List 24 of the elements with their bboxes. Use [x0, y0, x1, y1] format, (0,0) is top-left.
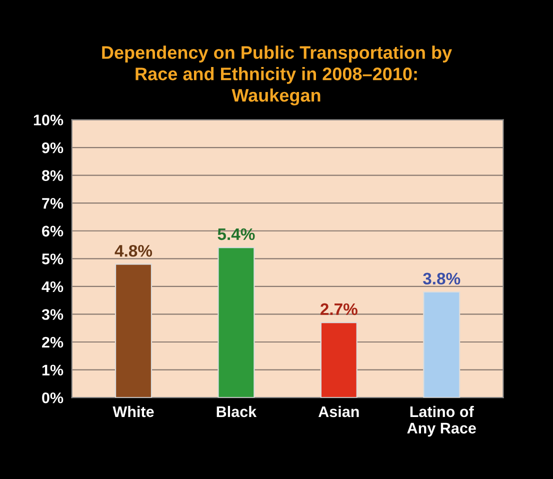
y-tick-label: 2%	[42, 336, 64, 348]
bar	[320, 322, 358, 398]
y-tick-label: 10%	[34, 114, 64, 126]
data-label: 3.8%	[423, 272, 460, 285]
y-tick-label: 9%	[42, 142, 64, 154]
x-tick-label: Asian	[318, 406, 359, 418]
data-label: 2.7%	[320, 303, 358, 316]
bar	[114, 264, 152, 398]
x-tick-label: Black	[216, 406, 257, 418]
x-tick-label: White	[112, 406, 154, 418]
chart-title: Dependency on Public Transportation by Race and Ethnicity in 2008–2010: Waukegan	[102, 46, 452, 106]
y-tick-label: 4%	[42, 281, 64, 292]
y-tick-label: 8%	[42, 170, 64, 181]
x-tick-label: Latino of Any Race	[407, 406, 476, 437]
y-tick-label: 1%	[42, 364, 64, 376]
bar	[218, 246, 255, 398]
bar	[423, 291, 460, 398]
y-tick-label: 7%	[42, 198, 64, 209]
y-tick-label: 6%	[42, 226, 64, 237]
data-label: 5.4%	[218, 228, 255, 240]
y-tick-label: 3%	[42, 309, 64, 320]
data-label: 4.8%	[114, 244, 152, 257]
y-tick-label: 0%	[42, 392, 64, 404]
y-tick-label: 5%	[42, 254, 64, 264]
